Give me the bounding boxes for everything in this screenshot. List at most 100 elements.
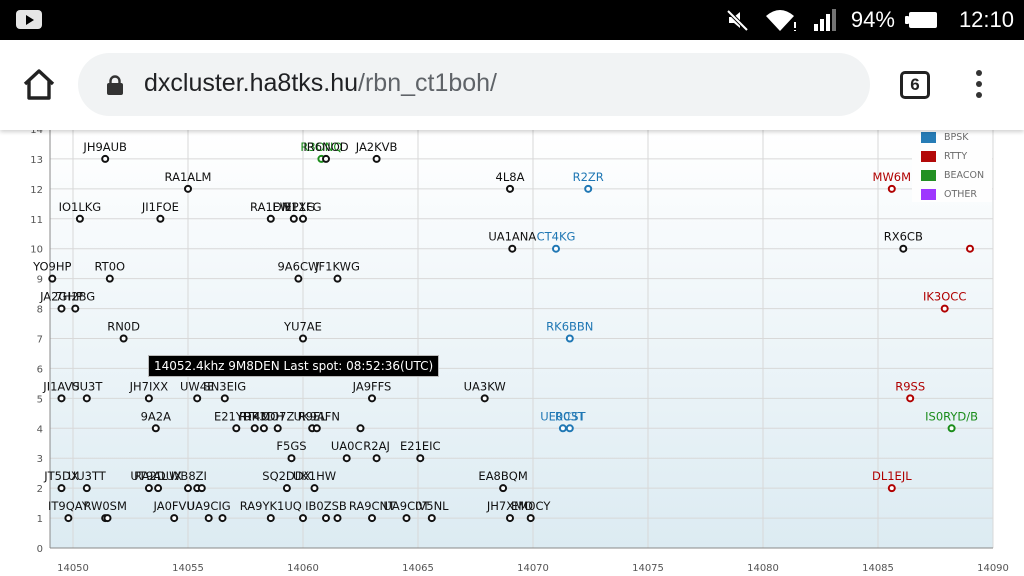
spot-label: UE0CST: [540, 409, 586, 423]
y-tick-label: 10: [30, 245, 43, 256]
spot-point: [906, 394, 915, 403]
y-tick-label: 9: [37, 275, 43, 286]
spot-point: [294, 274, 303, 283]
y-tick-label: 1: [37, 514, 43, 525]
spot-point: [250, 424, 259, 433]
spot-point: [57, 394, 66, 403]
y-tick-label: 14: [30, 130, 43, 136]
address-bar[interactable]: dxcluster.ha8tks.hu/rbn_ct1boh/: [78, 53, 870, 116]
wifi-icon: [765, 10, 796, 31]
y-tick-label: 4: [37, 424, 43, 435]
spot-point: [144, 394, 153, 403]
spot-label: UT9AL: [130, 469, 168, 483]
spot-label: RW0SM: [83, 499, 126, 513]
spot-label: RK6BBN: [546, 320, 593, 334]
spot-label: CT4KG: [537, 230, 576, 244]
spot-label: E21YDP: [214, 409, 259, 423]
spot-label: JH9AUB: [82, 140, 127, 154]
legend-label: BEACON: [944, 169, 985, 181]
spot-point: [506, 514, 514, 523]
spot-point: [273, 424, 282, 433]
legend-item[interactable]: BPSK: [921, 130, 969, 144]
url-text[interactable]: dxcluster.ha8tks.hu/rbn_ct1boh/: [144, 69, 497, 98]
y-tick-label: 2: [37, 484, 43, 495]
spot-label: R9SS: [895, 379, 925, 393]
spot-point: [368, 394, 376, 403]
spot-label: R3ONQ: [300, 140, 342, 154]
spot-point: [342, 454, 351, 463]
spot-point: [82, 394, 91, 403]
spot-label: IR6NOD: [303, 140, 348, 154]
y-tick-label: 3: [37, 454, 43, 465]
spot-label: IV5NL: [415, 499, 449, 513]
spot-point: [170, 514, 179, 523]
legend-item[interactable]: RTTY: [921, 149, 967, 163]
spot-point: [193, 394, 202, 403]
spot-point: [232, 424, 241, 433]
spot-point: [184, 184, 192, 193]
spot-label: IK3OCC: [923, 290, 966, 304]
spot-point: [899, 244, 908, 253]
spot-label: RT0O: [95, 260, 126, 274]
y-tick-label: 6: [37, 364, 43, 375]
overflow-menu-icon[interactable]: [972, 70, 986, 102]
x-tick-label: 14065: [402, 563, 434, 574]
spot-point: [887, 484, 896, 493]
spot-label: WB8ZI: [169, 469, 207, 483]
legend-item[interactable]: OTHER: [921, 187, 977, 201]
spot-label: SN3EIG: [203, 379, 246, 393]
spot-label: DL1EJL: [872, 469, 912, 483]
spot-point: [75, 214, 84, 223]
spot-point: [151, 424, 160, 433]
spot-point: [299, 334, 307, 343]
legend-label: RTTY: [944, 150, 968, 162]
spot-label: JA2GHP: [39, 290, 83, 304]
notification-area: [16, 10, 42, 29]
signal-icon: [813, 9, 836, 31]
y-tick-label: 0: [37, 544, 43, 555]
spot-label: RA9YK1UQ: [240, 499, 302, 513]
x-tick-label: 14060: [287, 563, 319, 574]
url-host: dxcluster.ha8tks.hu: [144, 69, 359, 97]
spot-point: [356, 424, 365, 433]
spot-point: [71, 304, 80, 313]
home-icon[interactable]: [20, 66, 58, 104]
spot-label: SQ2DDX: [262, 469, 311, 483]
spot-point: [64, 514, 73, 523]
legend-swatch: [921, 131, 936, 143]
spot-label: 9A6CW: [277, 260, 319, 274]
spot-label: R2AJ: [363, 439, 390, 453]
spot-label: RK3DH: [244, 409, 284, 423]
spot-point: [220, 394, 229, 403]
tab-switcher-button[interactable]: 6: [900, 71, 930, 99]
spot-label: EW1XG: [272, 200, 315, 214]
spot-point: [154, 484, 163, 493]
spot-point: [368, 514, 376, 523]
spot-point: [266, 214, 275, 223]
spot-label: JI1AVS: [42, 379, 79, 393]
spot-chart: 0 1 2 3 4 5 6 7 8 9 10 11 12 13 14 14050 14055 14060 14065…: [0, 124, 1024, 576]
spot-label: R2ZR: [573, 170, 604, 184]
spot-label: JI1FOE: [141, 200, 179, 214]
spot-label: 4L8A: [496, 170, 525, 184]
spot-point: [322, 514, 330, 523]
legend-label: OTHER: [944, 188, 978, 200]
spot-point: [82, 484, 91, 493]
status-icons: 94% 12:10: [725, 0, 1014, 40]
x-tick-label: 14075: [632, 563, 664, 574]
spot-point: [310, 484, 319, 493]
spot-label: YU7AE: [283, 320, 322, 334]
spot-point: [144, 484, 153, 493]
spot-point: [101, 154, 110, 163]
spot-label: EP1FG: [284, 200, 321, 214]
spot-label: JA9FFS: [352, 379, 392, 393]
spot-point: [103, 514, 112, 523]
spot-label: UU3T: [71, 379, 103, 393]
spot-point: [119, 334, 128, 343]
spot-point: [312, 424, 321, 433]
spot-point: [48, 274, 57, 283]
legend-swatch: [921, 169, 936, 181]
legend-item[interactable]: BEACON: [921, 168, 984, 182]
browser-toolbar: dxcluster.ha8tks.hu/rbn_ct1boh/ 6: [0, 40, 1024, 130]
chart-legend: BPSK RTTY BEACON OTHER: [912, 124, 992, 202]
